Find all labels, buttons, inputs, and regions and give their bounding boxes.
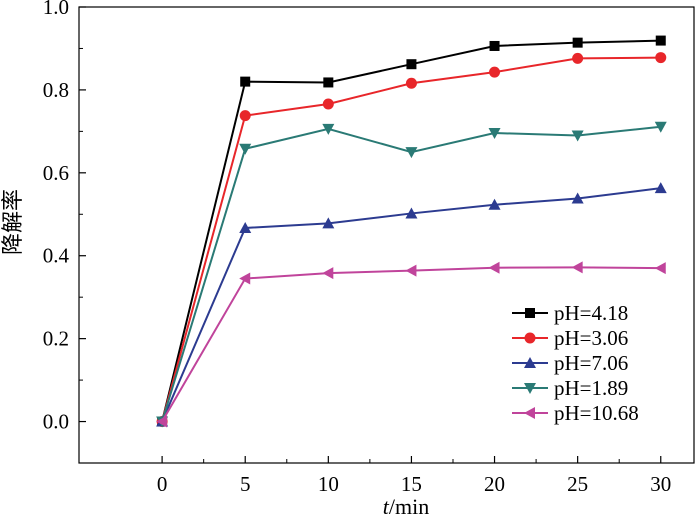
x-axis-title-variable: t bbox=[383, 494, 390, 519]
legend-item: pH=10.68 bbox=[512, 401, 639, 425]
y-tick-label: 0.8 bbox=[43, 78, 69, 102]
legend-item: pH=1.89 bbox=[512, 376, 628, 400]
y-tick-label: 0.4 bbox=[43, 244, 70, 268]
data-point bbox=[322, 217, 335, 229]
data-point bbox=[655, 35, 666, 46]
x-axis-title-unit: /min bbox=[389, 494, 429, 519]
x-tick-label: 25 bbox=[567, 472, 588, 496]
y-tick-label: 0.6 bbox=[43, 161, 69, 185]
data-point bbox=[239, 272, 251, 285]
data-point bbox=[489, 66, 501, 78]
legend-marker bbox=[524, 407, 535, 419]
data-point bbox=[239, 110, 251, 122]
legend-marker bbox=[525, 308, 535, 318]
data-point bbox=[654, 121, 667, 133]
legend-label: pH=7.06 bbox=[554, 351, 628, 375]
x-tick-label: 0 bbox=[157, 472, 168, 496]
data-point bbox=[488, 261, 500, 274]
data-point bbox=[239, 143, 252, 155]
series-group bbox=[156, 35, 667, 428]
data-point bbox=[488, 198, 501, 210]
data-point bbox=[571, 130, 584, 142]
x-tick-label: 5 bbox=[240, 472, 251, 496]
y-tick-label: 1.0 bbox=[43, 0, 69, 19]
legend-marker bbox=[524, 332, 536, 344]
y-tick-label: 0.0 bbox=[43, 410, 69, 434]
legend-item: pH=3.06 bbox=[512, 326, 628, 350]
legend-marker bbox=[524, 357, 536, 368]
x-tick-label: 15 bbox=[401, 472, 422, 496]
data-point bbox=[572, 37, 583, 48]
data-point bbox=[156, 415, 168, 428]
x-tick-label: 20 bbox=[484, 472, 505, 496]
data-point bbox=[322, 267, 334, 280]
data-point bbox=[572, 52, 584, 64]
data-point bbox=[571, 192, 584, 204]
data-point bbox=[489, 40, 500, 51]
data-point bbox=[323, 77, 334, 88]
legend-item: pH=7.06 bbox=[512, 351, 628, 375]
data-point bbox=[406, 59, 417, 70]
x-tick-label: 30 bbox=[650, 472, 671, 496]
y-tick-label: 0.2 bbox=[43, 327, 69, 351]
data-point bbox=[322, 123, 335, 135]
data-point bbox=[488, 128, 501, 140]
data-point bbox=[405, 147, 418, 159]
x-axis-title: t/min bbox=[383, 494, 429, 519]
legend-label: pH=1.89 bbox=[554, 376, 628, 400]
plot-frame bbox=[78, 6, 695, 464]
data-point bbox=[322, 98, 334, 110]
x-tick-label: 10 bbox=[318, 472, 339, 496]
legend-label: pH=3.06 bbox=[554, 326, 628, 350]
legend-item: pH=4.18 bbox=[512, 301, 628, 325]
data-point bbox=[405, 207, 418, 219]
data-point bbox=[239, 221, 252, 233]
legend-marker bbox=[524, 383, 536, 394]
y-axis-title: 降解率 bbox=[0, 189, 25, 255]
legend-label: pH=4.18 bbox=[554, 301, 628, 325]
data-point bbox=[405, 77, 417, 89]
data-point bbox=[655, 52, 667, 64]
axes: 0 5 10 15 20 25 30 0.0 0.2 0.4 0.6 0.8 1.0 bbox=[43, 0, 695, 496]
data-point bbox=[571, 261, 583, 274]
legend-label: pH=10.68 bbox=[554, 401, 639, 425]
data-point bbox=[405, 264, 417, 277]
series-4 bbox=[156, 261, 666, 428]
data-point bbox=[654, 262, 666, 275]
data-point bbox=[240, 76, 251, 87]
data-point bbox=[654, 182, 667, 194]
